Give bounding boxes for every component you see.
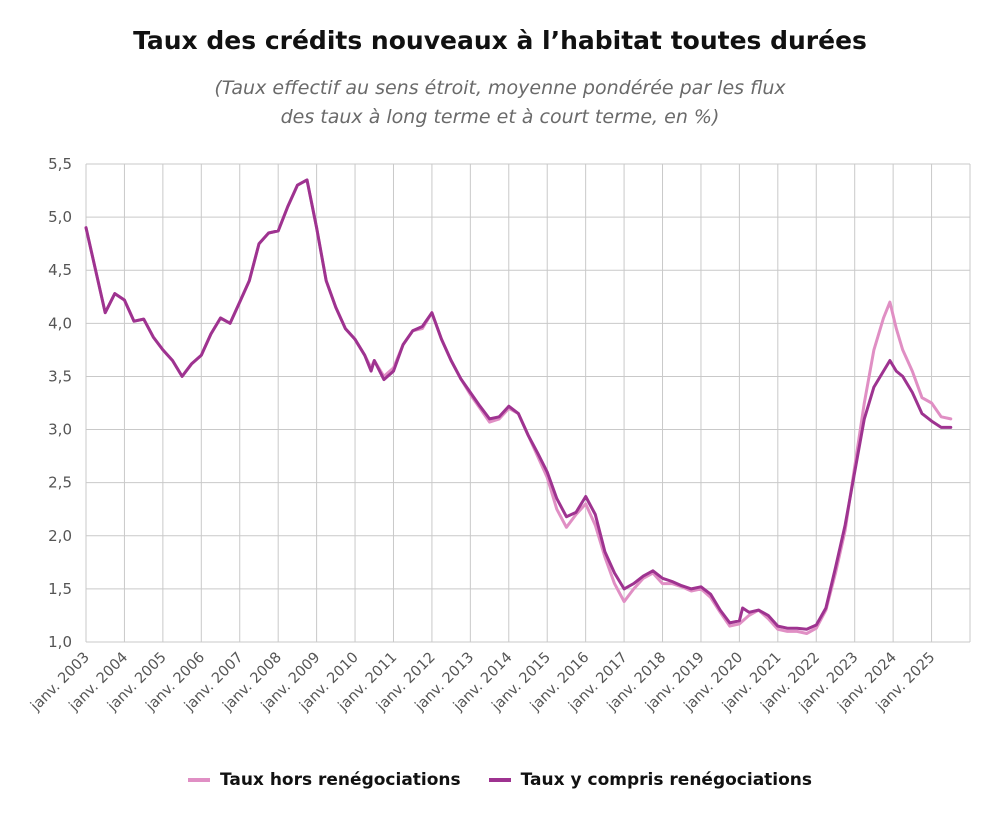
legend-swatch — [187, 778, 210, 782]
y-tick-label: 5,5 — [48, 155, 72, 173]
chart-title: Taux des crédits nouveaux à l’habitat to… — [133, 26, 867, 55]
y-axis-ticks: 5,5 5,0 4,5 4,0 3,5 3,0 2,5 2,0 1,5 1,0 — [48, 155, 72, 651]
series-line-y-compris-renegociations — [84, 178, 953, 631]
chart-subtitle-line-1: (Taux effectif au sens étroit, moyenne p… — [214, 77, 786, 99]
series-lines — [84, 178, 953, 635]
y-tick-label: 2,5 — [48, 474, 72, 492]
legend-item-hors-renegociations: Taux hors renégociations — [187, 770, 461, 790]
legend-label: Taux y compris renégociations — [520, 770, 813, 790]
chart-subtitle: (Taux effectif au sens étroit, moyenne p… — [0, 74, 1000, 132]
y-tick-label: 4,5 — [48, 261, 72, 279]
y-tick-label: 4,0 — [48, 314, 72, 332]
y-tick-label: 5,0 — [48, 208, 72, 226]
legend-swatch — [488, 778, 511, 782]
legend-item-y-compris-renegociations: Taux y compris renégociations — [488, 770, 813, 790]
y-tick-label: 3,0 — [48, 421, 72, 439]
y-tick-label: 2,0 — [48, 527, 72, 545]
legend-label: Taux hors renégociations — [219, 770, 461, 790]
series-line-hors-renegociations — [84, 178, 953, 635]
y-tick-label: 1,5 — [48, 580, 72, 598]
y-tick-label: 1,0 — [48, 633, 72, 651]
y-tick-label: 3,5 — [48, 367, 72, 385]
chart-subtitle-line-2: des taux à long terme et à court terme, … — [280, 106, 720, 128]
legend: Taux hors renégociations Taux y compris … — [0, 770, 1000, 790]
